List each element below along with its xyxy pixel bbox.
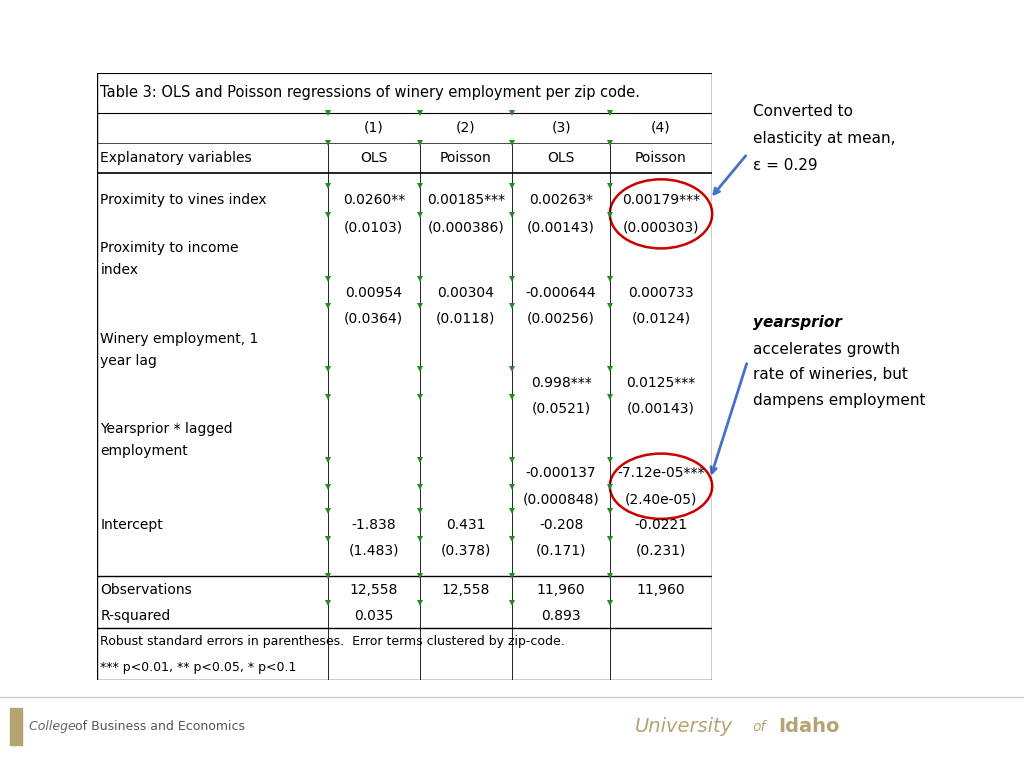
Text: 0.00179***: 0.00179*** [622, 194, 700, 207]
Text: 0.0260**: 0.0260** [343, 194, 404, 207]
Text: University: University [635, 717, 733, 736]
Text: (0.0364): (0.0364) [344, 312, 403, 326]
Text: 0.431: 0.431 [446, 518, 485, 532]
Text: Poisson: Poisson [635, 151, 687, 165]
Text: Idaho: Idaho [778, 717, 840, 736]
Text: Proximity to vines index: Proximity to vines index [100, 194, 267, 207]
Text: Proximity to income: Proximity to income [100, 241, 239, 256]
Text: Robust standard errors in parentheses.  Error terms clustered by zip-code.: Robust standard errors in parentheses. E… [100, 635, 565, 648]
Text: 0.035: 0.035 [354, 608, 393, 623]
Text: 0.00954: 0.00954 [345, 286, 402, 300]
Text: (0.171): (0.171) [536, 544, 587, 558]
Text: elasticity at mean,: elasticity at mean, [753, 131, 895, 146]
Text: -0.000137: -0.000137 [526, 466, 596, 480]
Text: Converted to: Converted to [753, 104, 853, 119]
Text: 0.998***: 0.998*** [530, 376, 592, 390]
Text: (3): (3) [551, 121, 571, 134]
Text: 0.00304: 0.00304 [437, 286, 495, 300]
Text: Table 3: OLS and Poisson regressions of winery employment per zip code.: Table 3: OLS and Poisson regressions of … [100, 85, 640, 101]
Text: (2): (2) [456, 121, 476, 134]
Bar [10, 708, 22, 745]
Text: R-squared: R-squared [100, 608, 171, 623]
Text: index: index [100, 263, 138, 277]
Text: (0.378): (0.378) [440, 544, 492, 558]
Text: Yearsprior * lagged: Yearsprior * lagged [100, 422, 233, 436]
Text: 0.000733: 0.000733 [628, 286, 694, 300]
Text: (0.0118): (0.0118) [436, 312, 496, 326]
Text: (0.00256): (0.00256) [527, 312, 595, 326]
Text: of: of [753, 720, 766, 733]
Text: Winery employment, 1: Winery employment, 1 [100, 333, 259, 346]
Text: -0.0221: -0.0221 [635, 518, 687, 532]
Text: (0.0521): (0.0521) [531, 402, 591, 416]
Text: year lag: year lag [100, 354, 158, 368]
Text: Explanatory variables: Explanatory variables [100, 151, 252, 165]
Text: (0.000848): (0.000848) [523, 492, 599, 506]
Text: yearsprior: yearsprior [753, 315, 842, 330]
Text: 11,960: 11,960 [537, 583, 586, 597]
Text: (0.231): (0.231) [636, 544, 686, 558]
Text: -0.000644: -0.000644 [526, 286, 596, 300]
Text: -7.12e-05***: -7.12e-05*** [617, 466, 705, 480]
Text: OLS: OLS [548, 151, 574, 165]
Text: 12,558: 12,558 [349, 583, 398, 597]
Text: (0.0103): (0.0103) [344, 220, 403, 234]
Text: dampens employment: dampens employment [753, 392, 925, 408]
Text: 11,960: 11,960 [637, 583, 685, 597]
Text: (1.483): (1.483) [348, 544, 399, 558]
Text: (0.00143): (0.00143) [627, 402, 695, 416]
Text: College: College [29, 720, 80, 733]
Text: -0.208: -0.208 [539, 518, 584, 532]
Text: Intercept: Intercept [100, 518, 163, 532]
Text: *** p<0.01, ** p<0.05, * p<0.1: *** p<0.01, ** p<0.05, * p<0.1 [100, 661, 297, 674]
Text: of Business and Economics: of Business and Economics [75, 720, 245, 733]
Text: accelerates growth: accelerates growth [753, 342, 900, 357]
Text: 0.00185***: 0.00185*** [427, 194, 505, 207]
Text: Poisson: Poisson [440, 151, 492, 165]
Text: Observations: Observations [100, 583, 193, 597]
Text: (0.0124): (0.0124) [632, 312, 690, 326]
Text: -1.838: -1.838 [351, 518, 396, 532]
Text: (0.000386): (0.000386) [428, 220, 504, 234]
Text: OLS: OLS [360, 151, 387, 165]
Text: 0.00263*: 0.00263* [529, 194, 593, 207]
Text: employment: employment [100, 445, 188, 458]
Text: 0.893: 0.893 [542, 608, 581, 623]
Text: 0.0125***: 0.0125*** [627, 376, 695, 390]
Text: rate of wineries, but: rate of wineries, but [753, 367, 907, 382]
Text: ε = 0.29: ε = 0.29 [753, 157, 817, 173]
Text: (1): (1) [364, 121, 384, 134]
Text: (4): (4) [651, 121, 671, 134]
Text: 12,558: 12,558 [441, 583, 490, 597]
Text: (2.40e-05): (2.40e-05) [625, 492, 697, 506]
Text: (0.00143): (0.00143) [527, 220, 595, 234]
Text: (0.000303): (0.000303) [623, 220, 699, 234]
